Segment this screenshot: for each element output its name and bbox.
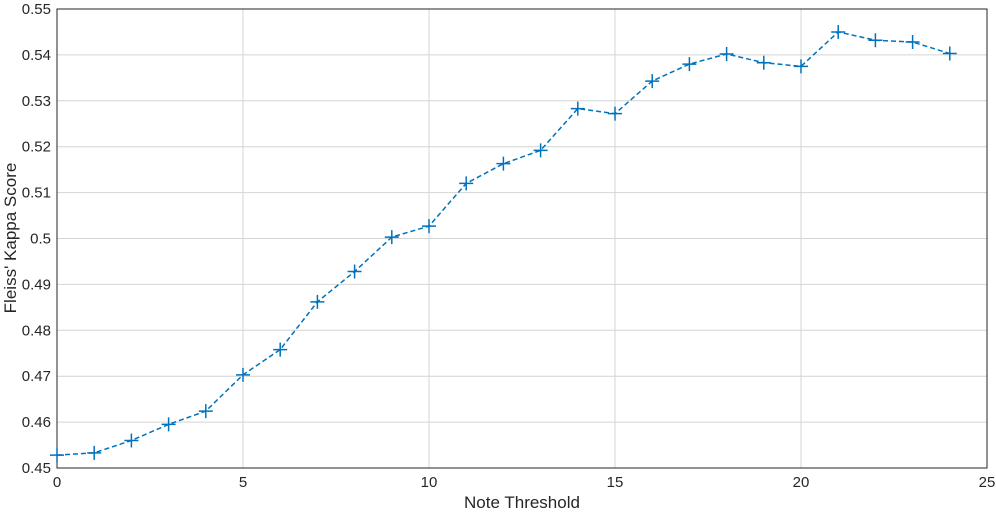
marker [161,417,176,432]
x-tick-label: 0 [53,474,61,491]
y-tick-label: 0.45 [22,460,51,477]
marker [570,101,585,116]
marker [310,294,325,309]
y-tick-label: 0.53 [22,93,51,110]
marker [608,106,622,121]
marker [645,74,660,89]
y-tick-label: 0.48 [22,322,51,339]
y-tick-label: 0.5 [30,231,51,248]
marker [347,264,362,279]
marker [868,33,883,48]
x-tick-label: 20 [793,474,810,491]
y-tick-label: 0.47 [22,368,51,385]
marker [384,230,399,245]
marker [905,35,920,50]
marker [533,143,548,158]
y-tick-label: 0.46 [22,414,51,431]
marker [756,55,771,70]
marker [942,46,957,61]
y-tick-label: 0.49 [22,276,51,293]
marker [682,57,697,72]
marker [496,156,511,171]
y-tick-label: 0.55 [22,1,51,18]
marker [198,404,213,419]
x-tick-label: 10 [421,474,438,491]
marker [236,367,250,382]
marker [273,342,288,357]
marker [831,24,846,39]
y-tick-label: 0.54 [22,47,51,64]
y-axis-label: Fleiss' Kappa Score [1,163,20,314]
x-tick-label: 25 [979,474,996,491]
plot-frame [56,8,988,469]
marker [50,448,64,463]
marker [719,46,734,61]
y-tick-label: 0.51 [22,185,51,202]
x-axis-label: Note Threshold [464,493,580,512]
x-tick-label: 15 [607,474,624,491]
marker [459,176,474,191]
marker [422,219,436,234]
marker [794,59,808,74]
y-tick-label: 0.52 [22,139,51,156]
marker [124,433,139,448]
marker [87,445,102,460]
x-tick-label: 5 [239,474,247,491]
